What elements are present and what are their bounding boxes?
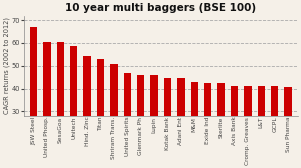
Bar bbox=[244, 86, 252, 168]
Bar bbox=[110, 64, 118, 168]
Y-axis label: CAGR returns (2002 to 2012): CAGR returns (2002 to 2012) bbox=[4, 17, 10, 114]
Bar bbox=[137, 75, 144, 168]
Bar bbox=[164, 78, 171, 168]
Bar bbox=[231, 86, 238, 168]
Bar bbox=[43, 42, 51, 168]
Bar bbox=[258, 86, 265, 168]
Title: 10 year multi baggers (BSE 100): 10 year multi baggers (BSE 100) bbox=[65, 4, 256, 13]
Bar bbox=[83, 56, 91, 168]
Bar bbox=[217, 83, 225, 168]
Bar bbox=[30, 27, 37, 168]
Bar bbox=[124, 73, 131, 168]
Bar bbox=[271, 86, 278, 168]
Bar bbox=[191, 82, 198, 168]
Bar bbox=[57, 42, 64, 168]
Bar bbox=[150, 75, 158, 168]
Bar bbox=[204, 83, 211, 168]
Bar bbox=[284, 88, 292, 168]
Bar bbox=[97, 59, 104, 168]
Bar bbox=[70, 46, 77, 168]
Bar bbox=[177, 78, 185, 168]
